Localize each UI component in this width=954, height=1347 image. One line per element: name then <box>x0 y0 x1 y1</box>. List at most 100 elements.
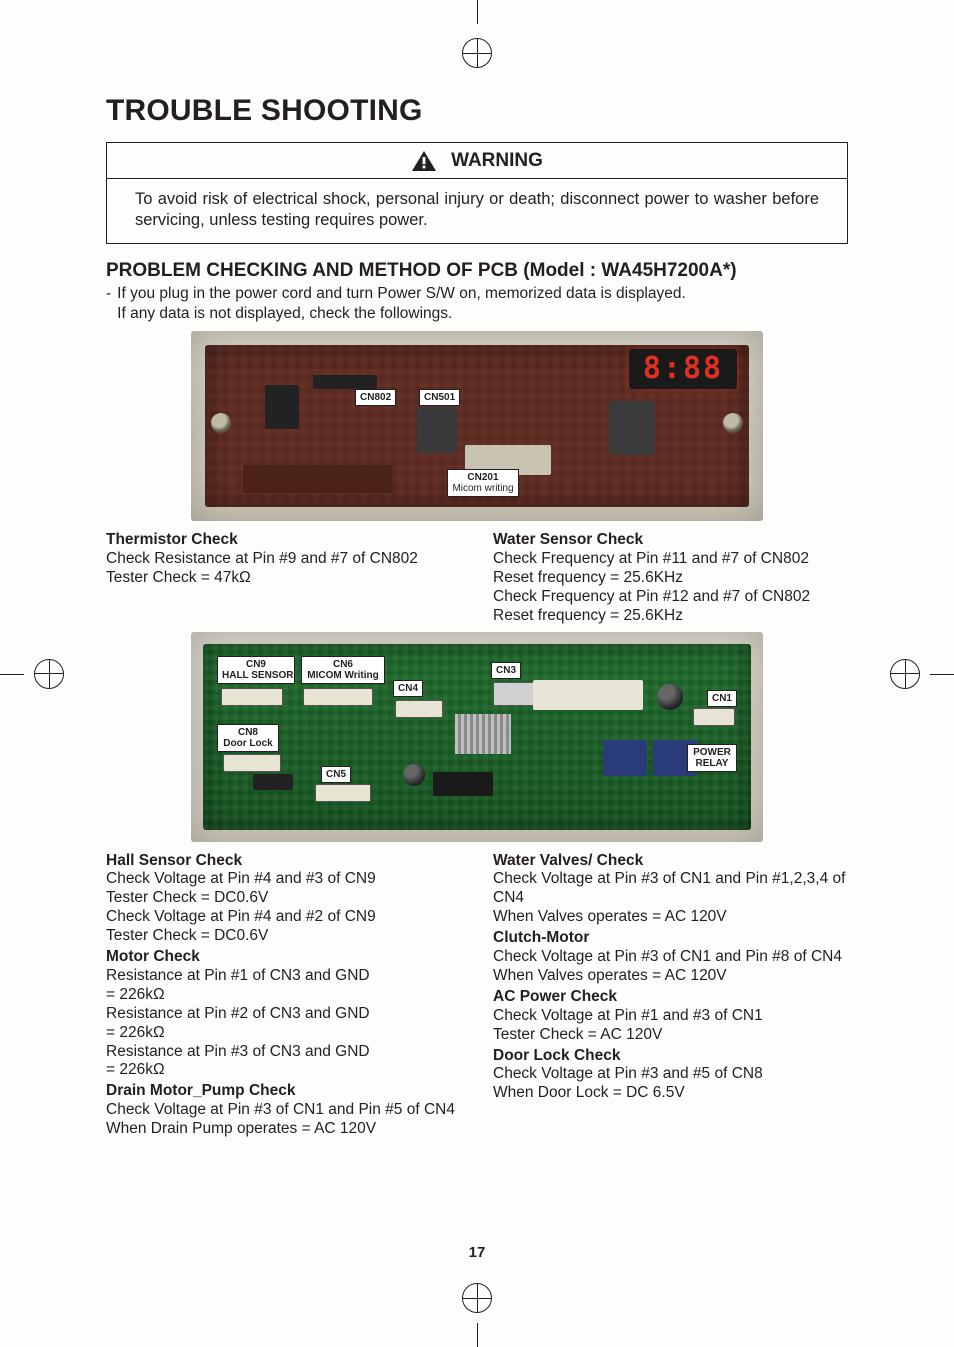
acpower-heading: AC Power Check <box>493 988 848 1007</box>
doorlock-l2: When Door Lock = DC 6.5V <box>493 1084 848 1103</box>
watersensor-l3: Check Frequency at Pin #12 and #7 of CN8… <box>493 588 848 607</box>
pcb2-label-cn8: CN8 Door Lock <box>217 724 279 752</box>
hall-l2: Tester Check = DC0.6V <box>106 889 461 908</box>
pcb2-cap <box>403 764 425 786</box>
hall-l3: Check Voltage at Pin #4 and #2 of CN9 <box>106 908 461 927</box>
pcb2-label-cn6-l1: CN6 <box>333 659 353 670</box>
pcb2-label-cn5: CN5 <box>321 766 351 783</box>
pcb2-label-cn6-l2: MICOM Writing <box>307 670 378 681</box>
pcb1-screw <box>723 413 743 433</box>
pcb2-label-cn6: CN6 MICOM Writing <box>301 656 385 684</box>
checks-bottom-left: Hall Sensor Check Check Voltage at Pin #… <box>106 852 461 1140</box>
hall-heading: Hall Sensor Check <box>106 852 461 871</box>
pcb2-board: CN9 HALL SENSOR CN6 MICOM Writing CN4 CN… <box>203 644 751 830</box>
pcb1-label-cn501: CN501 <box>419 389 460 406</box>
pcb1-chip <box>265 385 299 429</box>
pcb1-label-cn201-l2: Micom writing <box>452 483 513 494</box>
acpower-l1: Check Voltage at Pin #1 and #3 of CN1 <box>493 1007 848 1026</box>
hall-l1: Check Voltage at Pin #4 and #3 of CN9 <box>106 870 461 889</box>
pcb2-heatsink <box>455 714 511 754</box>
valves-heading: Water Valves/ Check <box>493 852 848 871</box>
pcb1-chip <box>313 375 377 389</box>
thermistor-l1: Check Resistance at Pin #9 and #7 of CN8… <box>106 550 461 569</box>
motor-l1: Resistance at Pin #1 of CN3 and GND <box>106 967 461 986</box>
page-title: TROUBLE SHOOTING <box>106 94 848 128</box>
pcb1-screw <box>211 413 231 433</box>
thermistor-l2: Tester Check = 47kΩ <box>106 569 461 588</box>
drain-l1: Check Voltage at Pin #3 of CN1 and Pin #… <box>106 1101 461 1120</box>
pcb2-label-cn9: CN9 HALL SENSOR <box>217 656 295 684</box>
pcb2-chip <box>253 774 293 790</box>
intro-dash: - <box>106 284 111 323</box>
pcb2-chip <box>433 772 493 796</box>
drain-heading: Drain Motor_Pump Check <box>106 1082 461 1101</box>
pcb2-barcode <box>533 680 643 710</box>
pcb1-label-cn201-l1: CN201 <box>467 472 498 483</box>
checks-bottom: Hall Sensor Check Check Voltage at Pin #… <box>106 852 848 1140</box>
pcb1-chip <box>243 465 393 493</box>
motor-l5: Resistance at Pin #3 of CN3 and GND <box>106 1043 461 1062</box>
pcb2-label-cn8-l1: CN8 <box>238 727 258 738</box>
hall-l4: Tester Check = DC0.6V <box>106 927 461 946</box>
pcb2-cn4 <box>395 700 443 718</box>
section-heading: PROBLEM CHECKING AND METHOD OF PCB (Mode… <box>106 260 848 282</box>
pcb2-label-power: POWER RELAY <box>687 744 737 772</box>
motor-l3: Resistance at Pin #2 of CN3 and GND <box>106 1005 461 1024</box>
pcb2-label-cn9-l1: CN9 <box>246 659 266 670</box>
pcb2-cn6 <box>303 688 373 706</box>
motor-l2: = 226kΩ <box>106 986 461 1005</box>
pcb1-chip <box>417 407 457 453</box>
acpower-l2: Tester Check = AC 120V <box>493 1026 848 1045</box>
clutch-heading: Clutch-Motor <box>493 929 848 948</box>
page: TROUBLE SHOOTING WARNING To avoid risk o… <box>0 0 954 1347</box>
thermistor-heading: Thermistor Check <box>106 531 461 550</box>
intro-line1: If you plug in the power cord and turn P… <box>117 285 686 302</box>
clutch-l2: When Valves operates = AC 120V <box>493 967 848 986</box>
motor-heading: Motor Check <box>106 948 461 967</box>
checks-top-right: Water Sensor Check Check Frequency at Pi… <box>493 531 848 626</box>
intro-line2: If any data is not displayed, check the … <box>117 305 452 322</box>
warning-body: To avoid risk of electrical shock, perso… <box>107 179 847 233</box>
pcb2-label-cn4: CN4 <box>393 680 423 697</box>
warning-box: WARNING To avoid risk of electrical shoc… <box>106 142 848 244</box>
doorlock-l1: Check Voltage at Pin #3 and #5 of CN8 <box>493 1065 848 1084</box>
pcb1-board: 8:88 CN802 CN501 CN201 Micom writing <box>205 345 749 507</box>
warning-triangle-icon <box>411 150 437 172</box>
valves-l1: Check Voltage at Pin #3 of CN1 and Pin #… <box>493 870 848 908</box>
pcb1-7seg-display: 8:88 <box>629 349 737 389</box>
pcb2-cn9 <box>221 688 283 706</box>
pcb2-label-cn8-l2: Door Lock <box>223 738 272 749</box>
pcb2-cn3 <box>493 682 535 706</box>
watersensor-l4: Reset frequency = 25.6KHz <box>493 607 848 626</box>
intro-text: - If you plug in the power cord and turn… <box>106 284 848 323</box>
pcb2-cn5 <box>315 784 371 802</box>
pcb2-label-power-l1: POWER <box>693 747 731 758</box>
motor-l6: = 226kΩ <box>106 1061 461 1080</box>
doorlock-heading: Door Lock Check <box>493 1047 848 1066</box>
watersensor-heading: Water Sensor Check <box>493 531 848 550</box>
motor-l4: = 226kΩ <box>106 1024 461 1043</box>
pcb2-label-power-l2: RELAY <box>696 758 729 769</box>
page-number: 17 <box>469 1244 486 1261</box>
pcb2-cap <box>657 684 683 710</box>
warning-label: WARNING <box>451 150 543 172</box>
pcb2-cn1 <box>693 708 735 726</box>
pcb2-label-cn9-l2: HALL SENSOR <box>222 670 294 681</box>
intro-body: If you plug in the power cord and turn P… <box>117 284 848 323</box>
watersensor-l1: Check Frequency at Pin #11 and #7 of CN8… <box>493 550 848 569</box>
pcb2-label-cn3: CN3 <box>491 662 521 679</box>
watersensor-l2: Reset frequency = 25.6KHz <box>493 569 848 588</box>
checks-bottom-right: Water Valves/ Check Check Voltage at Pin… <box>493 852 848 1140</box>
drain-l2: When Drain Pump operates = AC 120V <box>106 1120 461 1139</box>
checks-top-left: Thermistor Check Check Resistance at Pin… <box>106 531 461 626</box>
pcb-figure-1: 8:88 CN802 CN501 CN201 Micom writing <box>191 331 763 521</box>
valves-l2: When Valves operates = AC 120V <box>493 908 848 927</box>
pcb2-label-cn1: CN1 <box>707 690 737 707</box>
warning-header: WARNING <box>107 143 847 179</box>
checks-top: Thermistor Check Check Resistance at Pin… <box>106 531 848 626</box>
pcb2-relay <box>603 740 647 776</box>
pcb-figure-2: CN9 HALL SENSOR CN6 MICOM Writing CN4 CN… <box>191 632 763 842</box>
pcb1-chip <box>609 401 655 455</box>
clutch-l1: Check Voltage at Pin #3 of CN1 and Pin #… <box>493 948 848 967</box>
pcb1-label-cn802: CN802 <box>355 389 396 406</box>
